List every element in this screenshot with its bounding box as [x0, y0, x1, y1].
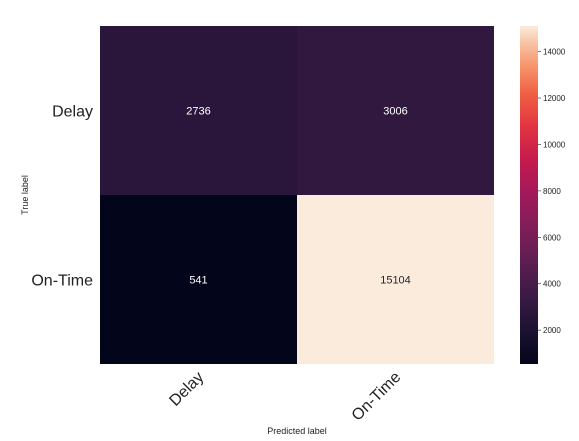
x-tick-labels: Delay On-Time: [166, 369, 404, 425]
colorbar-tick-label: 12000: [543, 94, 566, 103]
x-tick-label: Delay: [166, 369, 207, 410]
heatmap-cell: [297, 26, 494, 195]
colorbar-tick-label: 14000: [543, 48, 566, 57]
colorbar-tick-label: 8000: [543, 187, 561, 196]
cell-value-label: 2736: [186, 106, 210, 118]
heatmap-cells: [100, 26, 494, 364]
heatmap-cell: [100, 26, 297, 195]
cell-value-label: 3006: [383, 106, 407, 118]
cell-value-label: 541: [189, 275, 207, 287]
heatmap-cell: [297, 195, 494, 364]
cell-value-labels: 2736 3006 541 15104: [186, 106, 411, 287]
colorbar-tick-label: 6000: [543, 233, 561, 242]
x-axis-label: Predicted label: [267, 426, 327, 436]
y-tick-labels: Delay On-Time: [31, 104, 93, 290]
colorbar: [520, 26, 538, 364]
y-axis-label: True label: [20, 175, 30, 215]
cell-value-label: 15104: [380, 275, 411, 287]
x-tick-label: On-Time: [349, 369, 405, 425]
heatmap-cell: [100, 195, 297, 364]
colorbar-tick-label: 10000: [543, 140, 566, 149]
colorbar-tick-label: 2000: [543, 326, 561, 335]
colorbar-tick-label: 4000: [543, 280, 561, 289]
y-tick-label: On-Time: [31, 273, 93, 290]
colorbar-tick-labels: 2000 4000 6000 8000 10000 12000 14000: [538, 48, 566, 335]
y-tick-label: Delay: [52, 104, 93, 121]
